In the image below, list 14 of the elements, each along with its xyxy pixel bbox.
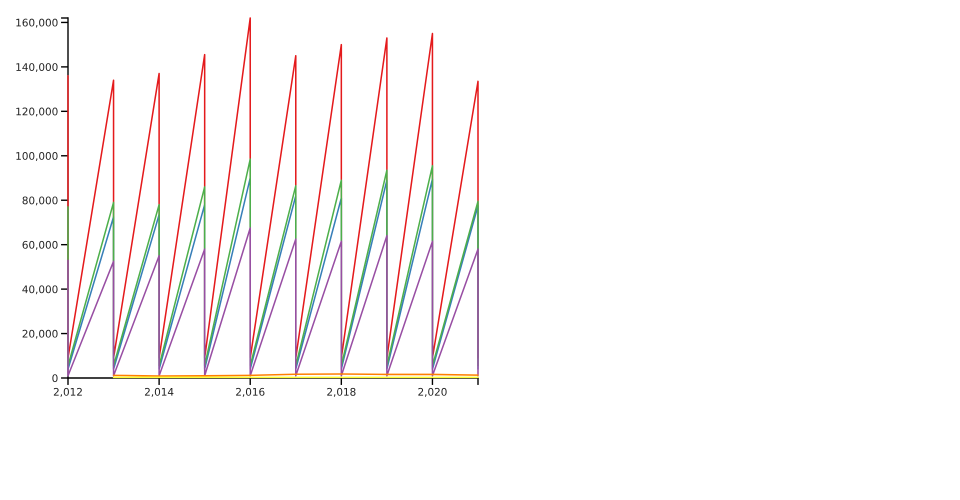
y-tick-label: 80,000 (22, 196, 58, 206)
x-tick-label: 2,014 (144, 388, 174, 397)
y-tick-label: 160,000 (16, 18, 58, 28)
y-tick-label: 40,000 (22, 285, 58, 294)
y-tick-label: 100,000 (16, 152, 58, 161)
y-tick-label: 120,000 (16, 108, 58, 116)
x-tick-label: 2,020 (418, 388, 447, 397)
y-tick-label: 60,000 (22, 240, 58, 250)
y-tick-label: 0 (52, 374, 58, 382)
x-tick-label: 2,012 (54, 388, 82, 397)
y-tick-label: 20,000 (22, 330, 58, 339)
y-tick-label: 140,000 (16, 63, 58, 72)
x-tick-label: 2,018 (327, 388, 356, 397)
x-tick-label: 2,016 (236, 388, 264, 397)
